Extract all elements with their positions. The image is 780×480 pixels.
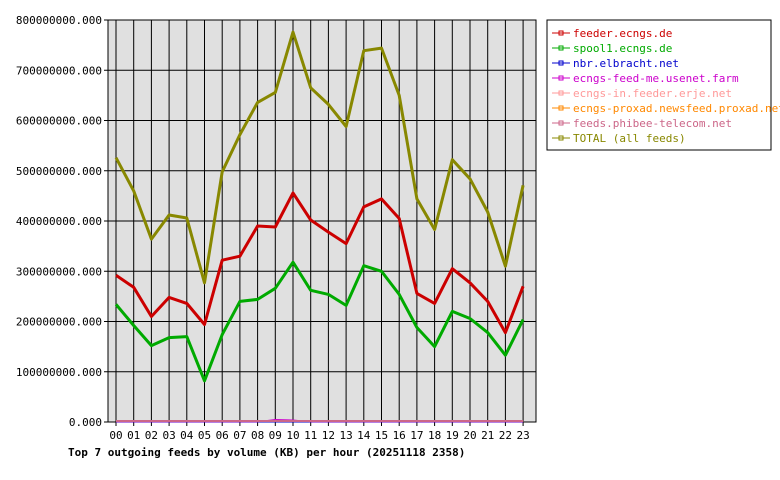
y-tick-label: 200000000.000 [16, 316, 102, 329]
x-tick-label: 23 [516, 429, 529, 442]
legend-label-5: ecngs-proxad.newsfeed.proxad.net [573, 102, 780, 115]
y-tick-label: 600000000.000 [16, 115, 102, 128]
y-tick-label: 400000000.000 [16, 215, 102, 228]
y-axis-ticks: 0.000 100000000.000 200000000.000 300000000… [16, 14, 108, 429]
legend-marker-2 [558, 60, 564, 66]
x-tick-label: 08 [251, 429, 264, 442]
legend-label-1: spool1.ecngs.de [573, 42, 672, 55]
y-tick-label: 100000000.000 [16, 366, 102, 379]
x-tick-label: 09 [269, 429, 282, 442]
x-axis-ticks: 00 01 02 03 04 05 06 07 08 09 10 11 12 13 14 15 16 17 18 19… [109, 422, 530, 442]
legend-marker-6 [558, 120, 564, 126]
series-line-7 [114, 30, 525, 285]
x-tick-label: 07 [233, 429, 246, 442]
x-tick-label: 10 [286, 429, 299, 442]
x-tick-label: 11 [304, 429, 317, 442]
legend-marker-1 [558, 45, 564, 51]
legend-label-7: TOTAL (all feeds) [573, 132, 686, 145]
x-tick-label: 19 [446, 429, 459, 442]
y-tick-label: 500000000.000 [16, 165, 102, 178]
x-tick-label: 22 [499, 429, 512, 442]
legend-label-3: ecngs-feed-me.usenet.farm [573, 72, 739, 85]
y-tick-label: 700000000.000 [16, 64, 102, 77]
legend-label-6: feeds.phibee-telecom.net [573, 117, 732, 130]
series-line-0 [115, 191, 525, 335]
x-tick-label: 01 [127, 429, 140, 442]
chart-caption: Top 7 outgoing feeds by volume (KB) per … [68, 446, 465, 459]
legend-label-0: feeder.ecngs.de [573, 27, 672, 40]
x-tick-label: 02 [145, 429, 158, 442]
y-tick-label: 0.000 [69, 416, 102, 429]
legend: feeder.ecngs.de spool1.ecngs.de nbr.elbrac… [546, 19, 780, 151]
x-tick-label: 00 [109, 429, 122, 442]
legend-marker-7 [558, 135, 564, 141]
series-lines [114, 30, 525, 423]
x-tick-label: 06 [216, 429, 229, 442]
x-tick-label: 17 [410, 429, 423, 442]
x-tick-label: 18 [428, 429, 441, 442]
legend-marker-3 [558, 75, 564, 81]
legend-marker-4 [558, 90, 564, 96]
x-tick-label: 16 [393, 429, 406, 442]
x-tick-label: 03 [162, 429, 175, 442]
y-tick-label: 300000000.000 [16, 265, 102, 278]
x-tick-label: 05 [198, 429, 211, 442]
legend-marker-5 [558, 105, 564, 111]
series-line-1 [114, 260, 525, 383]
x-tick-label: 12 [322, 429, 335, 442]
x-tick-label: 15 [375, 429, 388, 442]
y-tick-label: 800000000.000 [16, 14, 102, 27]
x-tick-label: 21 [481, 429, 494, 442]
x-tick-label: 04 [180, 429, 194, 442]
legend-marker-0 [558, 30, 564, 36]
x-tick-label: 20 [463, 429, 476, 442]
legend-box [546, 19, 772, 151]
x-tick-label: 13 [339, 429, 352, 442]
x-tick-label: 14 [357, 429, 371, 442]
legend-label-4: ecngs-in.feeder.erje.net [573, 87, 732, 100]
legend-label-2: nbr.elbracht.net [573, 57, 679, 70]
